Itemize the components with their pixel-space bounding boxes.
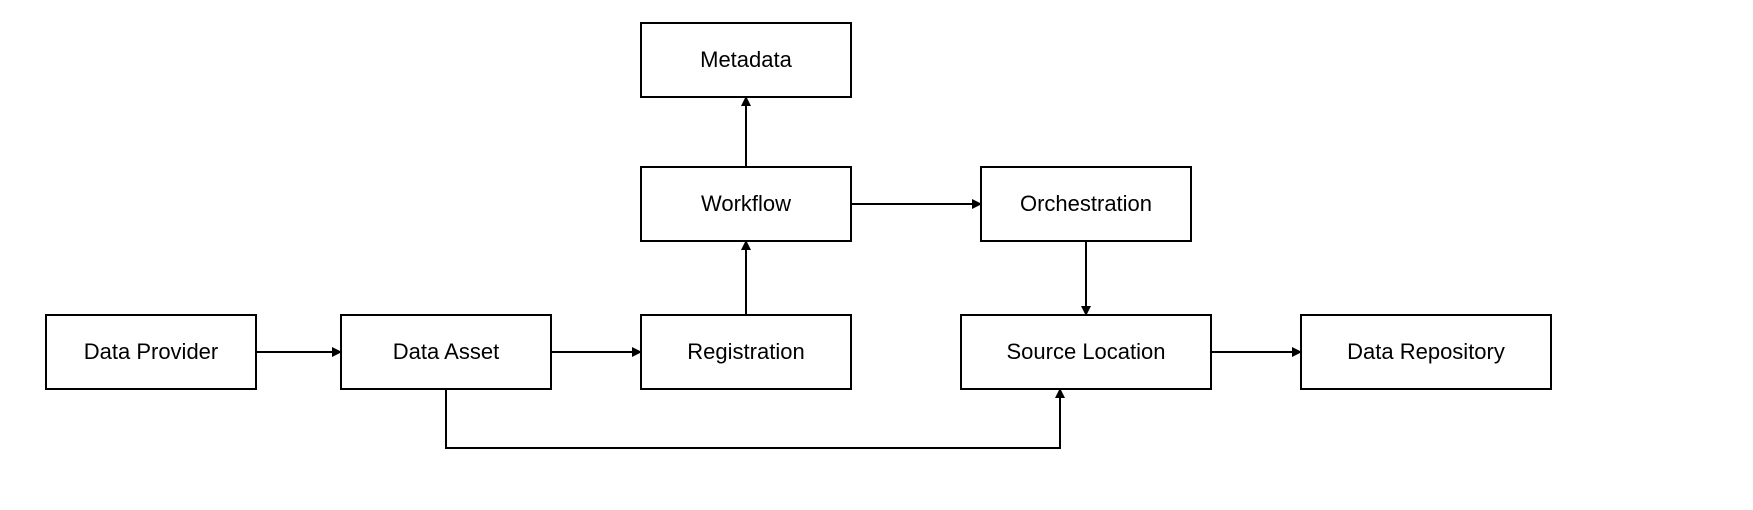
node-workflow: Workflow — [640, 166, 852, 242]
node-metadata: Metadata — [640, 22, 852, 98]
node-label: Metadata — [700, 47, 792, 73]
node-orchestration: Orchestration — [980, 166, 1192, 242]
node-label: Data Provider — [84, 339, 219, 365]
node-label: Workflow — [701, 191, 791, 217]
node-label: Orchestration — [1020, 191, 1152, 217]
edge-data-asset-to-source-location — [446, 390, 1060, 448]
node-data-repository: Data Repository — [1300, 314, 1552, 390]
node-label: Registration — [687, 339, 804, 365]
node-data-provider: Data Provider — [45, 314, 257, 390]
node-source-location: Source Location — [960, 314, 1212, 390]
node-label: Data Repository — [1347, 339, 1505, 365]
flowchart-diagram: Data Provider Data Asset Registration Workf… — [0, 0, 1753, 510]
node-label: Source Location — [1007, 339, 1166, 365]
node-data-asset: Data Asset — [340, 314, 552, 390]
edges-layer — [0, 0, 1753, 510]
node-label: Data Asset — [393, 339, 499, 365]
node-registration: Registration — [640, 314, 852, 390]
